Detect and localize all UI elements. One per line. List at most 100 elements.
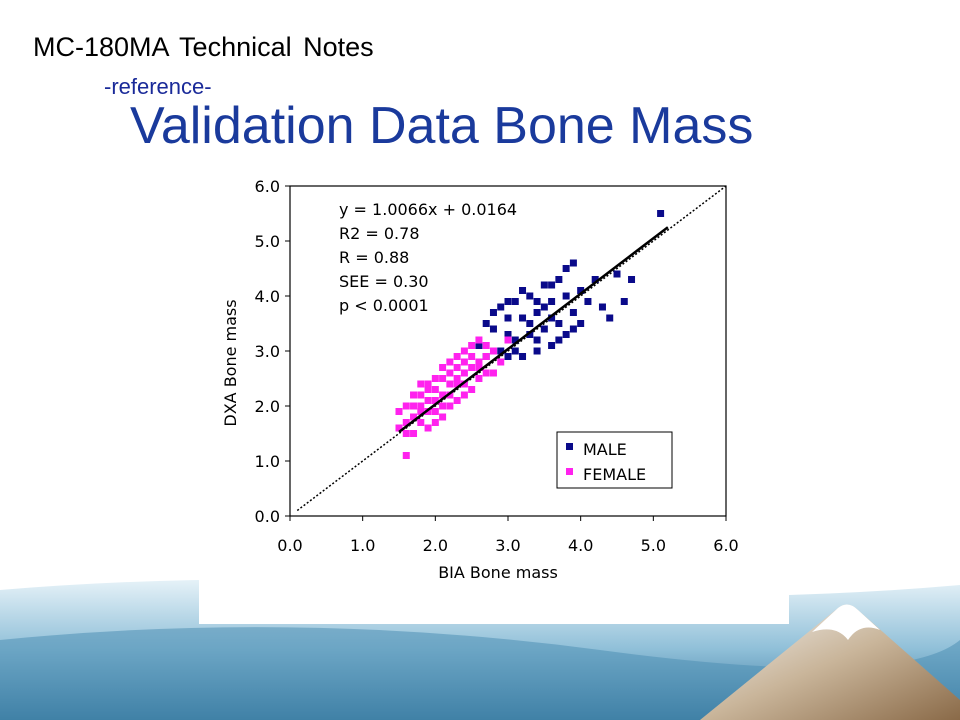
header-title: MC-180MA Technical Notes xyxy=(33,32,374,62)
regression-stat: R = 0.88 xyxy=(339,248,409,267)
scatter-chart: 0.0 1.0 2.0 3.0 4.0 5.0 6.0 0.0 1.0 2.0 3.0 4.0 5.0 6… xyxy=(221,177,739,582)
y-axis-title: DXA Bone mass xyxy=(221,299,240,426)
data-point-female xyxy=(446,391,454,399)
data-point-male xyxy=(577,320,585,327)
data-point-male xyxy=(613,270,621,278)
data-point-female xyxy=(468,353,476,360)
x-axis-title: BIA Bone mass xyxy=(438,563,558,582)
data-point-female xyxy=(424,408,432,415)
data-point-female xyxy=(475,358,483,366)
data-point-female xyxy=(410,391,418,399)
data-point-male xyxy=(519,287,527,294)
data-point-male xyxy=(548,298,556,305)
data-point-female xyxy=(424,380,432,388)
data-point-female xyxy=(460,358,468,366)
data-point-female xyxy=(424,386,432,393)
data-point-female xyxy=(497,358,505,366)
data-point-female xyxy=(446,369,454,377)
x-tick-label: 5.0 xyxy=(641,536,666,555)
mountain-snowcap xyxy=(812,604,880,640)
data-point-female xyxy=(475,375,483,382)
data-point-male xyxy=(511,347,519,355)
regression-line xyxy=(398,226,669,434)
data-point-male xyxy=(628,276,636,283)
data-point-female xyxy=(439,413,447,421)
data-point-male xyxy=(569,325,577,333)
data-point-male xyxy=(540,281,548,289)
legend-box xyxy=(556,431,673,489)
y-tick-label: 0.0 xyxy=(255,507,280,526)
y-tick-label: 6.0 xyxy=(255,177,280,196)
data-point-male xyxy=(533,347,541,355)
data-point-female xyxy=(504,336,512,344)
data-point-female xyxy=(410,413,418,421)
data-point-male xyxy=(519,314,527,322)
x-tick-label: 3.0 xyxy=(495,536,520,555)
data-point-male xyxy=(533,336,541,344)
data-point-male xyxy=(598,303,606,311)
data-point-male xyxy=(475,342,483,349)
data-point-female xyxy=(453,375,461,382)
data-point-female xyxy=(410,430,418,437)
legend-label-male: MALE xyxy=(583,440,627,459)
data-point-male xyxy=(497,347,505,355)
x-tick-label: 4.0 xyxy=(568,536,593,555)
legend-label-female: FEMALE xyxy=(583,465,646,484)
data-point-male xyxy=(533,309,541,316)
data-point-female xyxy=(439,364,447,371)
data-point-male xyxy=(489,309,497,316)
data-point-female xyxy=(460,347,468,355)
data-point-male xyxy=(584,298,592,305)
data-point-female xyxy=(453,353,461,360)
data-point-female xyxy=(431,419,439,426)
data-point-male xyxy=(657,210,665,217)
legend-swatch-male xyxy=(566,443,573,450)
regression-stat: p < 0.0001 xyxy=(339,296,429,315)
data-point-female xyxy=(402,452,410,459)
x-tick-label: 2.0 xyxy=(423,536,448,555)
x-tick-label: 0.0 xyxy=(277,536,302,555)
x-tick-label: 6.0 xyxy=(713,536,738,555)
data-point-male xyxy=(569,259,577,267)
identity-line xyxy=(296,185,727,512)
data-point-female xyxy=(417,419,425,426)
data-point-female xyxy=(482,353,490,360)
data-point-female xyxy=(482,342,490,349)
data-point-male xyxy=(540,325,548,333)
regression-stat: R2 = 0.78 xyxy=(339,224,420,243)
data-point-male xyxy=(548,281,556,289)
data-point-male xyxy=(569,309,577,316)
data-point-female xyxy=(475,336,483,344)
data-point-male xyxy=(555,320,563,327)
data-point-male xyxy=(504,353,512,360)
data-point-female xyxy=(468,386,476,393)
data-point-female xyxy=(439,375,447,382)
data-point-female xyxy=(475,364,483,371)
data-point-female xyxy=(439,402,447,410)
data-point-male xyxy=(562,292,570,300)
data-point-male xyxy=(555,336,563,344)
data-point-male xyxy=(526,292,534,300)
data-point-male xyxy=(504,314,512,322)
data-point-male xyxy=(497,303,505,311)
data-point-female xyxy=(446,380,454,388)
data-point-male xyxy=(591,276,599,283)
data-point-male xyxy=(482,320,490,327)
data-point-female xyxy=(460,391,468,399)
data-point-female xyxy=(489,347,497,355)
data-point-female xyxy=(431,408,439,415)
data-point-male xyxy=(548,342,556,349)
wave-band-highlight xyxy=(0,627,960,720)
data-point-male xyxy=(562,265,570,272)
data-point-male xyxy=(504,298,512,305)
data-point-female xyxy=(439,391,447,399)
mountain-shape xyxy=(700,604,960,720)
slide-title: Validation Data Bone Mass xyxy=(130,97,754,155)
data-point-male xyxy=(526,331,534,338)
data-point-female xyxy=(446,358,454,366)
data-point-male xyxy=(511,336,519,344)
data-point-female xyxy=(460,369,468,377)
data-point-male xyxy=(526,320,534,327)
data-point-female xyxy=(424,424,432,432)
data-point-female xyxy=(468,364,476,371)
